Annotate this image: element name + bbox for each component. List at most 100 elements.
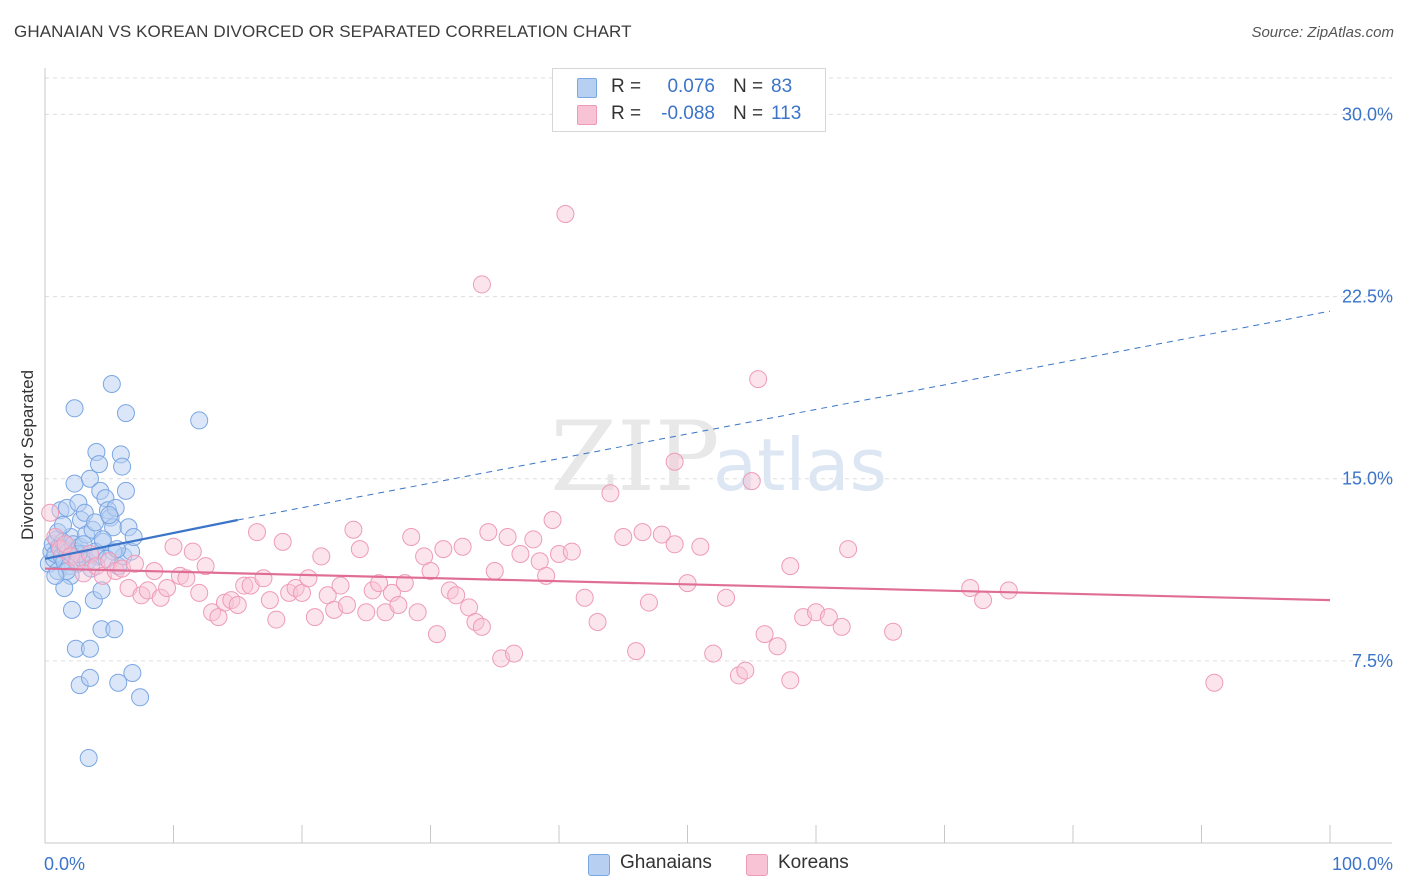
legend-swatch-blue <box>577 78 597 98</box>
korean-point <box>305 608 324 627</box>
korean-point <box>363 581 382 600</box>
ghanaian-point <box>113 457 132 476</box>
trend-lines <box>44 310 1331 602</box>
korean-point <box>999 581 1018 600</box>
ghanaian-point <box>131 688 150 707</box>
legend-r-value: 0.076 <box>667 76 715 97</box>
legend-n-label: N = <box>733 103 764 124</box>
bottom-legend-swatch-pink <box>746 854 768 876</box>
ghanaian-point <box>89 455 108 474</box>
korean-trend-line <box>44 567 1331 602</box>
ghanaian-point <box>190 411 209 430</box>
korean-point <box>56 535 75 554</box>
korean-point <box>408 603 427 622</box>
korean-point <box>524 530 543 549</box>
korean-point <box>41 503 60 522</box>
korean-point <box>1205 673 1224 692</box>
korean-point <box>736 661 755 680</box>
korean-point <box>453 537 472 556</box>
korean-point <box>633 523 652 542</box>
korean-point <box>627 642 646 661</box>
korean-point <box>639 593 658 612</box>
axes <box>44 68 1392 844</box>
ghanaian-trend-line <box>44 518 238 560</box>
korean-point <box>781 557 800 576</box>
korean-point <box>260 591 279 610</box>
korean-point <box>974 591 993 610</box>
korean-point <box>248 523 267 542</box>
ghanaian-point <box>74 535 93 554</box>
ghanaian-point <box>79 749 98 767</box>
watermark-zip: ZIP <box>550 401 719 513</box>
korean-point <box>505 644 524 663</box>
bottom-legend-swatch-blue <box>588 854 610 876</box>
korean-point <box>652 525 671 544</box>
korean-point <box>299 569 318 588</box>
bottom-legend-label: Ghanaians <box>620 852 712 873</box>
korean-point <box>427 625 446 644</box>
ghanaian-point <box>109 673 128 692</box>
korean-point <box>832 617 851 636</box>
korean-point <box>665 535 684 554</box>
korean-point <box>485 562 504 580</box>
legend-swatch-pink <box>577 105 597 125</box>
watermark-atlas: atlas <box>713 423 887 507</box>
legend-r-label: R = <box>611 103 642 124</box>
ghanaian-point <box>102 375 121 393</box>
y-tick-label: 22.5% <box>1342 287 1393 307</box>
korean-point <box>389 596 408 614</box>
korean-point <box>235 576 254 595</box>
korean-point <box>196 557 215 576</box>
korean-point <box>819 608 838 627</box>
korean-point <box>691 537 710 556</box>
ghanaian-point <box>123 664 142 682</box>
korean-point <box>402 528 421 546</box>
korean-point <box>479 523 498 542</box>
ghanaian-point <box>46 566 65 585</box>
korean-point <box>331 576 350 595</box>
korean-point <box>228 596 247 614</box>
korean-point <box>472 617 491 636</box>
legend-n-value: 113 <box>771 103 802 124</box>
korean-point <box>46 528 65 546</box>
korean-point <box>961 579 980 597</box>
korean-point <box>472 275 491 294</box>
y-tick-label: 30.0% <box>1342 104 1393 124</box>
korean-point <box>434 540 453 559</box>
y-tick-label: 15.0% <box>1342 469 1393 489</box>
korean-point <box>755 625 774 644</box>
korean-point <box>254 569 273 588</box>
ghanaian-point <box>80 668 99 687</box>
korean-point <box>614 528 633 546</box>
korean-point <box>447 586 466 605</box>
korean-point <box>337 596 356 614</box>
korean-point <box>749 370 768 389</box>
korean-point <box>717 588 736 607</box>
korean-point <box>51 540 70 559</box>
korean-point <box>781 671 800 690</box>
korean-point <box>158 579 177 597</box>
korean-point <box>177 569 196 588</box>
tick-labels: 7.5% 15.0% 22.5% 30.0% 0.0% 100.0% <box>44 104 1393 874</box>
korean-point <box>742 472 761 491</box>
korean-point <box>273 532 292 551</box>
bottom-legend-label: Koreans <box>778 852 849 873</box>
korean-point <box>543 511 562 529</box>
koreans-points <box>41 205 1224 692</box>
korean-point <box>556 205 575 223</box>
korean-point <box>839 540 858 559</box>
korean-point <box>370 574 389 593</box>
watermark: ZIP atlas <box>550 401 887 513</box>
korean-point <box>575 588 594 607</box>
korean-point <box>344 520 363 539</box>
korean-point <box>350 540 369 559</box>
legend-r-label: R = <box>611 76 642 97</box>
korean-point <box>190 583 209 602</box>
korean-point <box>125 554 144 573</box>
chart-title: GHANAIAN VS KOREAN DIVORCED OR SEPARATED… <box>14 22 632 41</box>
legend-n-label: N = <box>733 76 764 97</box>
korean-point <box>183 542 202 561</box>
y-tick-label: 7.5% <box>1352 651 1393 671</box>
x-tick-label: 0.0% <box>44 854 85 874</box>
